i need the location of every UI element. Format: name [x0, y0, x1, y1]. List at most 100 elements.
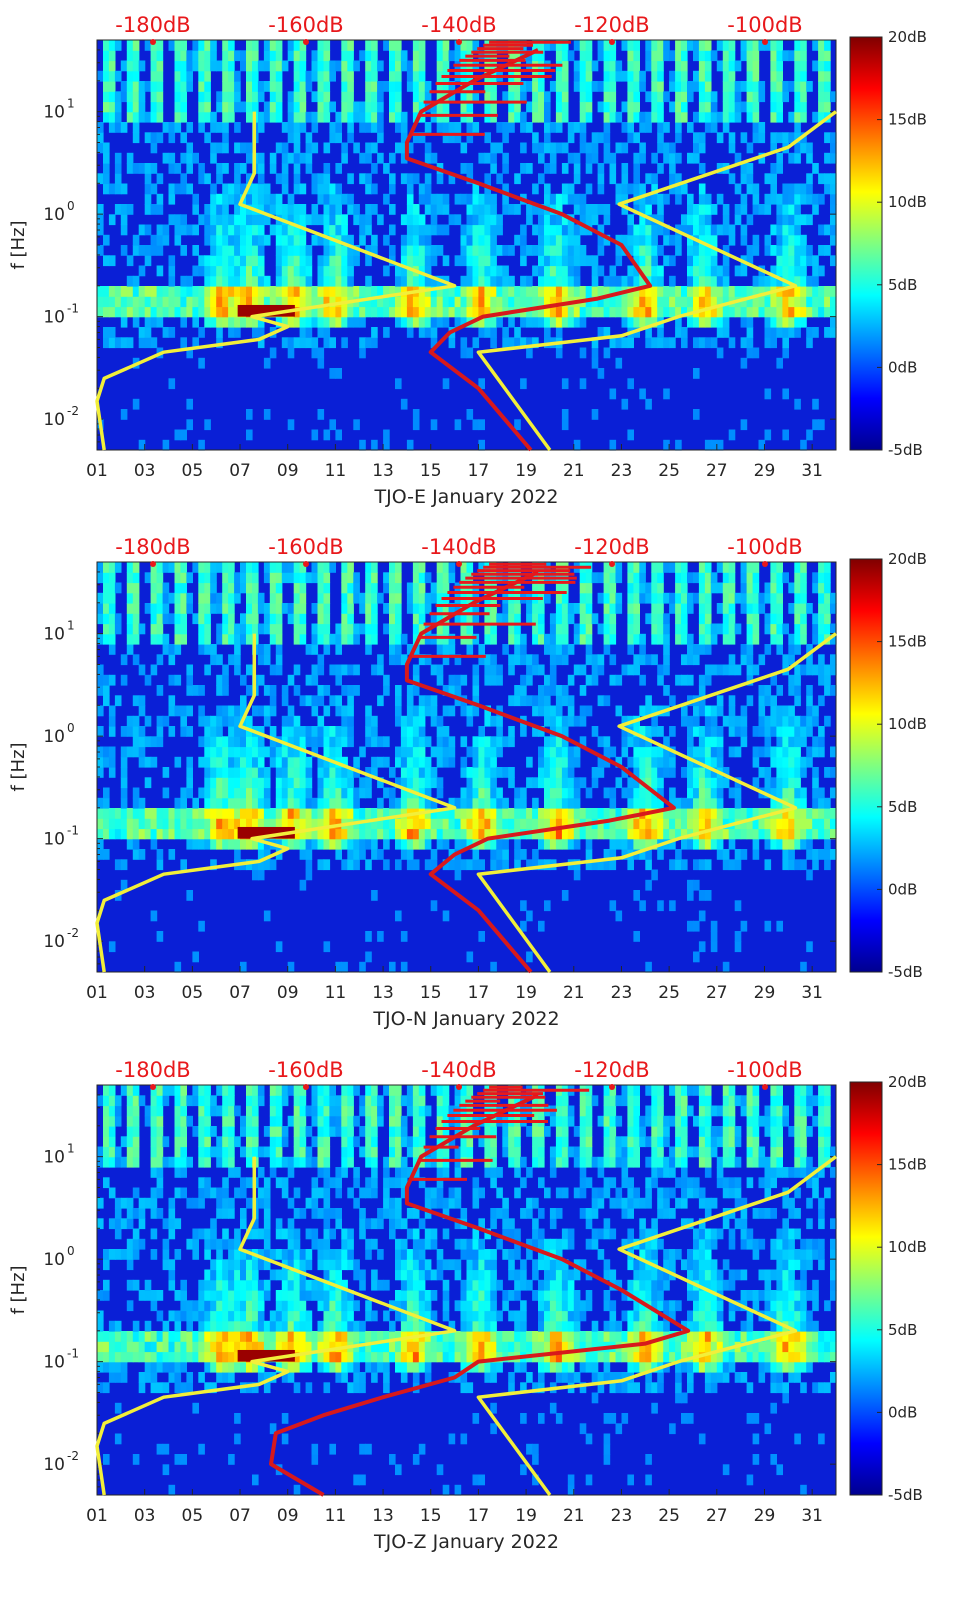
spectrogram-cell — [812, 40, 819, 51]
spectrogram-cell — [186, 726, 193, 737]
spectrogram-cell — [406, 644, 414, 655]
spectrogram-cell — [365, 623, 372, 635]
spectrogram-cell — [675, 286, 682, 297]
spectrogram-cell — [442, 50, 450, 62]
spectrogram-cell — [776, 582, 783, 594]
spectrogram-cell — [323, 592, 331, 604]
spectrogram-cell — [222, 613, 229, 625]
spectrogram-cell — [359, 838, 366, 850]
spectrogram-cell — [287, 255, 295, 267]
spectrogram-cell — [144, 572, 152, 584]
spectrogram-cell — [609, 70, 617, 82]
spectrogram-cell — [472, 91, 480, 103]
spectrogram-cell — [526, 316, 533, 328]
spectrogram-cell — [621, 40, 629, 51]
spectrogram-cell — [591, 296, 599, 308]
spectrogram-cell — [567, 838, 575, 850]
spectrogram-cell — [532, 81, 539, 92]
spectrogram-cell — [549, 644, 557, 655]
spectrogram-cell — [293, 234, 301, 246]
spectrogram-cell — [597, 859, 605, 871]
spectrogram-cell — [108, 337, 116, 349]
spectrogram-cell — [698, 726, 706, 737]
spectrogram-cell — [675, 70, 682, 82]
spectrogram-cell — [311, 204, 319, 215]
spectrogram-cell — [299, 275, 307, 287]
spectrogram-cell — [305, 245, 313, 256]
spectrogram-cell — [621, 163, 629, 174]
spectrogram-cell — [466, 409, 474, 420]
spectrogram-cell — [204, 275, 211, 287]
spectrogram-cell — [824, 173, 831, 185]
spectrogram-cell — [400, 838, 408, 850]
spectrogram-cell — [603, 81, 611, 92]
spectrogram-cell — [275, 664, 283, 676]
spectrogram-cell — [257, 193, 265, 205]
spectrogram-cell — [234, 214, 241, 226]
spectrogram-cell — [246, 429, 253, 441]
spectrogram-cell — [252, 275, 259, 287]
spectrogram-cell — [585, 644, 593, 655]
spectrogram-cell — [770, 60, 777, 72]
spectrogram-cell — [806, 193, 813, 205]
spectrogram-cell — [252, 234, 259, 246]
spectrogram-cell — [210, 183, 217, 195]
spectrogram-cell — [555, 644, 563, 655]
spectrogram-cell — [234, 572, 241, 584]
spectrogram-cell — [156, 859, 164, 871]
spectrogram-cell — [389, 101, 396, 113]
spectrogram-cell — [168, 265, 176, 277]
spectrogram-cell — [353, 255, 360, 267]
spectrogram-cell — [633, 132, 640, 144]
spectrogram-cell — [97, 173, 104, 185]
spectrogram-cell — [347, 572, 354, 584]
spectrogram-cell — [311, 50, 319, 62]
microseism-peak-patch — [237, 304, 295, 317]
spectrogram-cell — [496, 736, 503, 748]
spectrogram-cell — [365, 142, 372, 154]
spectrogram-cell — [651, 60, 658, 72]
spectrogram-cell — [657, 40, 664, 51]
spectrogram-cell — [645, 838, 652, 850]
spectrogram-cell — [538, 633, 545, 645]
spectrogram-cell — [645, 592, 652, 604]
spectrogram-cell — [681, 613, 688, 625]
spectrogram-cell — [788, 818, 795, 830]
spectrogram-cell — [698, 910, 706, 922]
spectrogram-cell — [406, 255, 414, 267]
spectrogram-cell — [424, 183, 432, 195]
spectrogram-cell — [269, 623, 277, 635]
spectrogram-cell — [246, 715, 253, 727]
spectrogram-cell — [108, 101, 116, 113]
spectrogram-cell — [180, 306, 187, 318]
spectrogram-cell — [442, 122, 450, 133]
spectrogram-cell — [752, 101, 760, 113]
spectrogram-cell — [633, 306, 640, 318]
spectrogram-cell — [317, 60, 325, 72]
spectrogram-cell — [794, 81, 801, 92]
spectrogram-cell — [222, 562, 229, 573]
spectrogram-cell — [538, 603, 545, 614]
spectrogram-cell — [442, 101, 450, 113]
spectrogram-cell — [746, 603, 754, 614]
spectrogram-cell — [329, 787, 336, 799]
spectrogram-cell — [275, 142, 283, 154]
spectrogram-cell — [192, 951, 199, 963]
spectrogram-cell — [567, 767, 575, 778]
spectrogram-cell — [252, 60, 259, 72]
spectrogram-cell — [555, 756, 563, 768]
spectrogram-cell — [156, 613, 164, 625]
spectrogram-cell — [633, 838, 640, 850]
spectrogram-cell — [252, 316, 259, 328]
spectrogram-cell — [532, 183, 539, 195]
spectrogram-cell — [210, 859, 217, 871]
spectrogram-cell — [639, 306, 646, 318]
spectrogram-cell — [782, 234, 789, 246]
spectrogram-cell — [484, 613, 491, 625]
spectrogram-cell — [156, 562, 164, 573]
spectrogram-cell — [287, 316, 295, 328]
spectrogram-cell — [257, 777, 265, 789]
spectrogram-cell — [198, 633, 205, 645]
spectrogram-cell — [722, 111, 730, 123]
spectrogram-cell — [418, 224, 426, 236]
